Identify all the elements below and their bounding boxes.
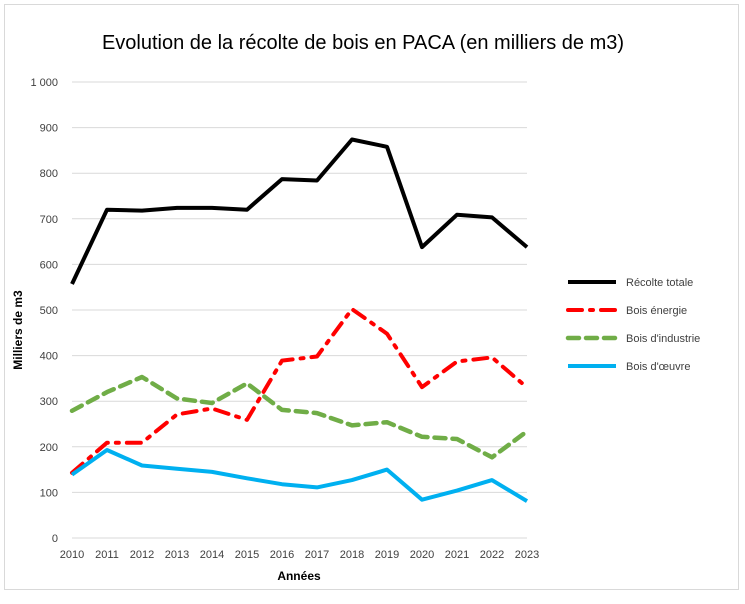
- y-axis-title: Milliers de m3: [11, 290, 25, 370]
- x-tick-label-2019: 2019: [375, 549, 399, 561]
- x-tick-label-2022: 2022: [480, 549, 504, 561]
- y-tick-label-800: 800: [40, 168, 58, 180]
- x-tick-label-2013: 2013: [165, 549, 189, 561]
- series-line-2: [70, 307, 529, 475]
- y-tick-label-700: 700: [40, 214, 58, 226]
- x-tick-label-2023: 2023: [515, 549, 539, 561]
- x-tick-label-2012: 2012: [130, 549, 154, 561]
- series-line-4: [70, 448, 529, 503]
- x-tick-label-2020: 2020: [410, 549, 434, 561]
- y-tick-label-100: 100: [40, 487, 58, 499]
- x-tick-label-2017: 2017: [305, 549, 329, 561]
- legend-label-2: Bois énergie: [626, 305, 687, 317]
- x-tick-label-2011: 2011: [95, 549, 119, 561]
- legend-label-3: Bois d'industrie: [626, 333, 700, 345]
- series-line-3: [69, 374, 530, 460]
- chart-title: Evolution de la récolte de bois en PACA …: [102, 32, 624, 54]
- series-lines: [69, 137, 530, 503]
- y-tick-label-400: 400: [40, 351, 58, 363]
- x-tick-label-2021: 2021: [445, 549, 469, 561]
- y-tick-label-600: 600: [40, 259, 58, 271]
- y-tick-label-0: 0: [52, 533, 58, 545]
- gridlines: [72, 81, 527, 493]
- y-tick-label-900: 900: [40, 123, 58, 135]
- y-tick-label-1000: 1 000: [30, 77, 58, 89]
- x-tick-label-2016: 2016: [270, 549, 294, 561]
- axes: 0 100 200 300 400 500 600 700 800 900 1 000 2010 201…: [30, 77, 539, 561]
- x-tick-label-2015: 2015: [235, 549, 259, 561]
- legend-label-1: Récolte totale: [626, 277, 693, 289]
- legend-label-4: Bois d'œuvre: [626, 361, 690, 373]
- y-tick-label-500: 500: [40, 305, 58, 317]
- y-tick-label-200: 200: [40, 442, 58, 454]
- y-tick-label-300: 300: [40, 396, 58, 408]
- x-tick-label-2018: 2018: [340, 549, 364, 561]
- x-tick-label-2010: 2010: [60, 549, 84, 561]
- x-axis-title: Années: [277, 569, 321, 583]
- series-line-1: [70, 137, 529, 285]
- legend: Récolte totale Bois énergie Bois d'industr…: [565, 277, 700, 373]
- x-tick-label-2014: 2014: [200, 549, 224, 561]
